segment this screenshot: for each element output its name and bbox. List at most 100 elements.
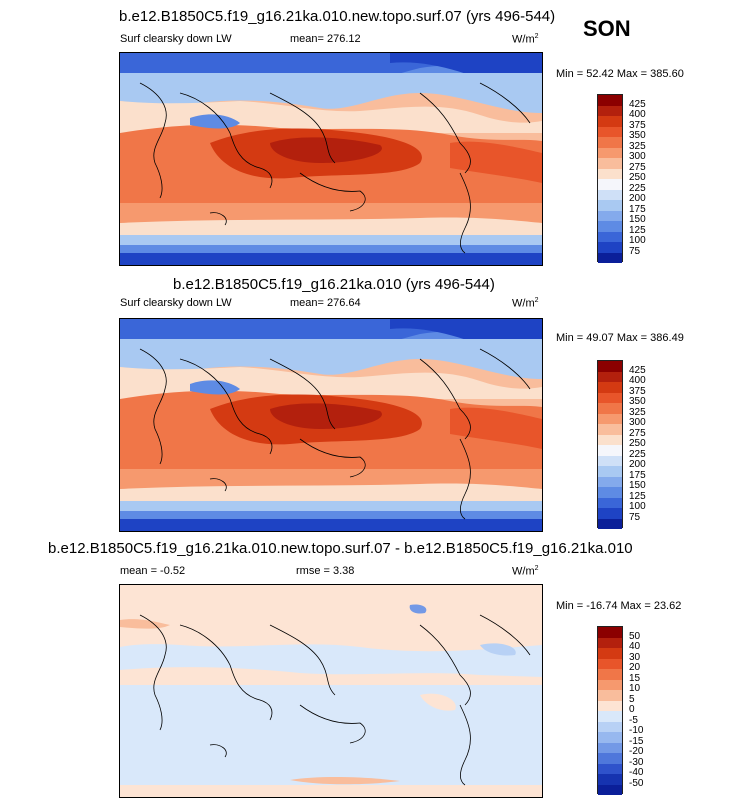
panel-3-map-svg xyxy=(120,585,542,797)
colorbar-swatch xyxy=(598,179,622,190)
colorbar-tick-label: 15 xyxy=(629,672,641,684)
colorbar-tick-label: 50 xyxy=(629,630,641,642)
panel-2-colorbar-swatches xyxy=(597,360,623,529)
colorbar-swatch xyxy=(598,732,622,743)
colorbar-tick-label: 300 xyxy=(629,151,646,162)
panel-1-colorbar-swatches xyxy=(597,94,623,263)
colorbar-swatch xyxy=(598,252,622,263)
colorbar-swatch xyxy=(598,371,622,382)
colorbar-swatch xyxy=(598,105,622,116)
colorbar-tick-label: 125 xyxy=(629,224,646,236)
colorbar-tick-label: 300 xyxy=(629,417,646,428)
colorbar-tick-label: 10 xyxy=(629,683,641,694)
colorbar-tick-label: 400 xyxy=(629,109,646,120)
colorbar-tick-label: 375 xyxy=(629,385,646,397)
panel-3-colorbar: 50 40 30 20 15 10 5 0 -5 -10 -15 -20 -30 -40 -50 xyxy=(597,626,657,795)
colorbar-tick-label: 150 xyxy=(629,214,646,225)
colorbar-tick-label: 350 xyxy=(629,396,646,407)
colorbar-tick-label: 250 xyxy=(629,438,646,449)
colorbar-tick-label: 225 xyxy=(629,448,646,460)
colorbar-swatch xyxy=(598,627,622,638)
colorbar-swatch xyxy=(598,700,622,711)
colorbar-swatch xyxy=(598,434,622,445)
colorbar-tick-label: 100 xyxy=(629,235,646,246)
colorbar-tick-label: -40 xyxy=(629,767,644,778)
colorbar-tick-label: -10 xyxy=(629,725,644,736)
colorbar-swatch xyxy=(598,774,622,785)
colorbar-tick-label: -30 xyxy=(629,756,644,768)
panel-3-colorbar-labels: 50 40 30 20 15 10 5 0 -5 -10 -15 -20 -30 -40 -50 xyxy=(627,626,657,794)
colorbar-tick-label: 125 xyxy=(629,490,646,502)
colorbar-swatch xyxy=(598,711,622,722)
colorbar-tick-label: 175 xyxy=(629,203,646,215)
colorbar-swatch xyxy=(598,200,622,211)
panel-2-units: W/m2 xyxy=(512,297,539,310)
colorbar-swatch xyxy=(598,221,622,232)
colorbar-swatch xyxy=(598,497,622,508)
colorbar-swatch xyxy=(598,658,622,669)
colorbar-swatch xyxy=(598,690,622,701)
colorbar-swatch xyxy=(598,721,622,732)
colorbar-tick-label: 425 xyxy=(629,98,646,110)
colorbar-swatch xyxy=(598,669,622,680)
colorbar-swatch xyxy=(598,508,622,519)
colorbar-swatch xyxy=(598,116,622,127)
panel-1-units: W/m2 xyxy=(512,33,539,46)
panel-3-units: W/m2 xyxy=(512,565,539,578)
panel-2-minmax: Min = 49.07 Max = 386.49 xyxy=(556,332,684,344)
panel-1-colorbar: 425 400 375 350 325 300 275 250 225 200 175 150 125 1… xyxy=(597,94,657,263)
colorbar-tick-label: -5 xyxy=(629,714,638,726)
colorbar-tick-label: 0 xyxy=(629,704,635,715)
colorbar-tick-label: 75 xyxy=(629,245,641,257)
panel-3-map xyxy=(119,584,543,798)
colorbar-tick-label: 75 xyxy=(629,511,641,523)
colorbar-tick-label: 350 xyxy=(629,130,646,141)
colorbar-swatch xyxy=(598,210,622,221)
colorbar-swatch xyxy=(598,466,622,477)
colorbar-tick-label: 325 xyxy=(629,140,646,152)
colorbar-swatch xyxy=(598,753,622,764)
colorbar-tick-label: 200 xyxy=(629,193,646,204)
colorbar-tick-label: 375 xyxy=(629,119,646,131)
colorbar-swatch xyxy=(598,147,622,158)
colorbar-tick-label: -20 xyxy=(629,746,644,757)
colorbar-swatch xyxy=(598,679,622,690)
colorbar-tick-label: 250 xyxy=(629,172,646,183)
colorbar-swatch xyxy=(598,784,622,795)
panel-2-mean: mean= 276.64 xyxy=(290,297,361,309)
colorbar-tick-label: 275 xyxy=(629,161,646,173)
colorbar-swatch xyxy=(598,403,622,414)
colorbar-swatch xyxy=(598,231,622,242)
colorbar-swatch xyxy=(598,137,622,148)
colorbar-swatch xyxy=(598,361,622,372)
panel-1-variable: Surf clearsky down LW xyxy=(120,33,232,45)
panel-1-mean: mean= 276.12 xyxy=(290,33,361,45)
colorbar-swatch xyxy=(598,763,622,774)
colorbar-swatch xyxy=(598,189,622,200)
colorbar-swatch xyxy=(598,637,622,648)
colorbar-swatch xyxy=(598,158,622,169)
colorbar-swatch xyxy=(598,392,622,403)
colorbar-tick-label: 40 xyxy=(629,641,641,652)
colorbar-swatch xyxy=(598,648,622,659)
colorbar-tick-label: 5 xyxy=(629,693,635,705)
season-label: SON xyxy=(583,16,631,41)
panel-2-colorbar: 425 400 375 350 325 300 275 250 225 200 175 150 125 1… xyxy=(597,360,657,529)
colorbar-swatch xyxy=(598,518,622,529)
colorbar-swatch xyxy=(598,95,622,106)
colorbar-tick-label: -15 xyxy=(629,735,644,747)
colorbar-tick-label: 275 xyxy=(629,427,646,439)
colorbar-swatch xyxy=(598,455,622,466)
panel-3-minmax: Min = -16.74 Max = 23.62 xyxy=(556,600,682,612)
colorbar-tick-label: 325 xyxy=(629,406,646,418)
panel-2-map xyxy=(119,318,543,532)
colorbar-tick-label: 425 xyxy=(629,364,646,376)
panel-3-rmse: rmse = 3.38 xyxy=(296,565,355,577)
panel-2-variable: Surf clearsky down LW xyxy=(120,297,232,309)
panel-2-title: b.e12.B1850C5.f19_g16.21ka.010 (yrs 496-… xyxy=(173,276,495,293)
panel-2-map-svg xyxy=(120,319,542,531)
panel-2-colorbar-labels: 425 400 375 350 325 300 275 250 225 200 175 150 125 1… xyxy=(627,360,657,528)
colorbar-tick-label: 175 xyxy=(629,469,646,481)
colorbar-swatch xyxy=(598,445,622,456)
panel-1-title: b.e12.B1850C5.f19_g16.21ka.010.new.topo.… xyxy=(119,8,556,25)
